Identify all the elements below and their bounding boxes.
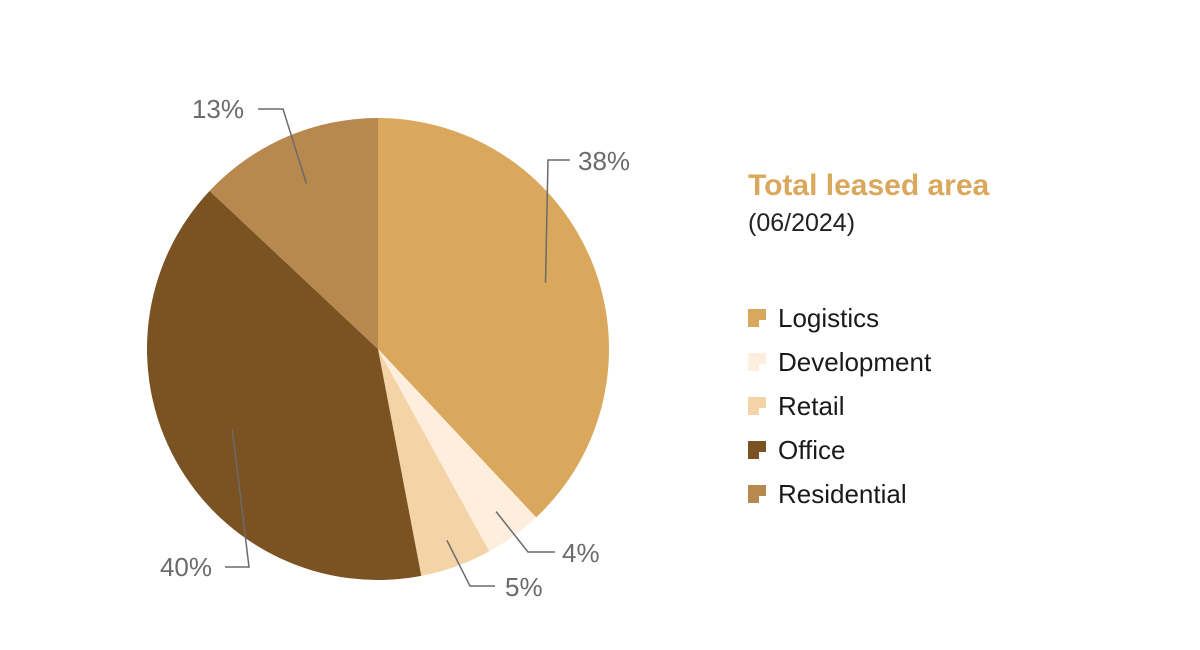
legend-swatch-development xyxy=(748,353,766,371)
slice-label-office: 40% xyxy=(160,552,212,582)
legend-item-office: Office xyxy=(748,428,1168,472)
legend-item-development: Development xyxy=(748,340,1168,384)
legend-item-logistics: Logistics xyxy=(748,296,1168,340)
legend-panel: Total leased area (06/2024) Logistics Dev… xyxy=(748,168,1168,516)
pie-slice-retail xyxy=(378,349,490,576)
legend-label-office: Office xyxy=(778,434,846,465)
legend-label-development: Development xyxy=(778,346,932,377)
legend-swatch-office xyxy=(748,441,766,459)
legend: Logistics Development Retail Office Resident… xyxy=(748,296,1168,516)
legend-label-retail: Retail xyxy=(778,390,845,421)
legend-swatch-logistics xyxy=(748,309,766,327)
slice-label-logistics: 38% xyxy=(578,146,630,176)
legend-item-residential: Residential xyxy=(748,472,1168,516)
pie-slice-development xyxy=(378,349,537,552)
legend-swatch-retail xyxy=(748,397,766,415)
leader-line-development xyxy=(495,511,555,553)
chart-subtitle: (06/2024) xyxy=(748,209,856,237)
legend-label-logistics: Logistics xyxy=(778,302,880,333)
pie-slice-residential xyxy=(209,118,378,349)
slice-label-development: 4% xyxy=(562,538,600,568)
pie-labels: 38% 4% 5% 40% 13% xyxy=(160,94,630,602)
pie-slice-office xyxy=(146,190,422,581)
chart-title: Total leased area xyxy=(748,169,990,202)
legend-swatch-residential xyxy=(748,485,766,503)
slice-label-retail: 5% xyxy=(505,572,543,602)
pie-slice-logistics xyxy=(378,118,609,518)
leader-line-residential xyxy=(258,108,308,184)
legend-item-retail: Retail xyxy=(748,384,1168,428)
slice-label-residential: 13% xyxy=(192,94,244,124)
leader-line-logistics xyxy=(544,159,570,283)
pie-slices xyxy=(146,118,609,581)
legend-label-residential: Residential xyxy=(778,478,907,509)
leader-line-office xyxy=(225,429,250,568)
leader-line-retail xyxy=(446,539,495,587)
